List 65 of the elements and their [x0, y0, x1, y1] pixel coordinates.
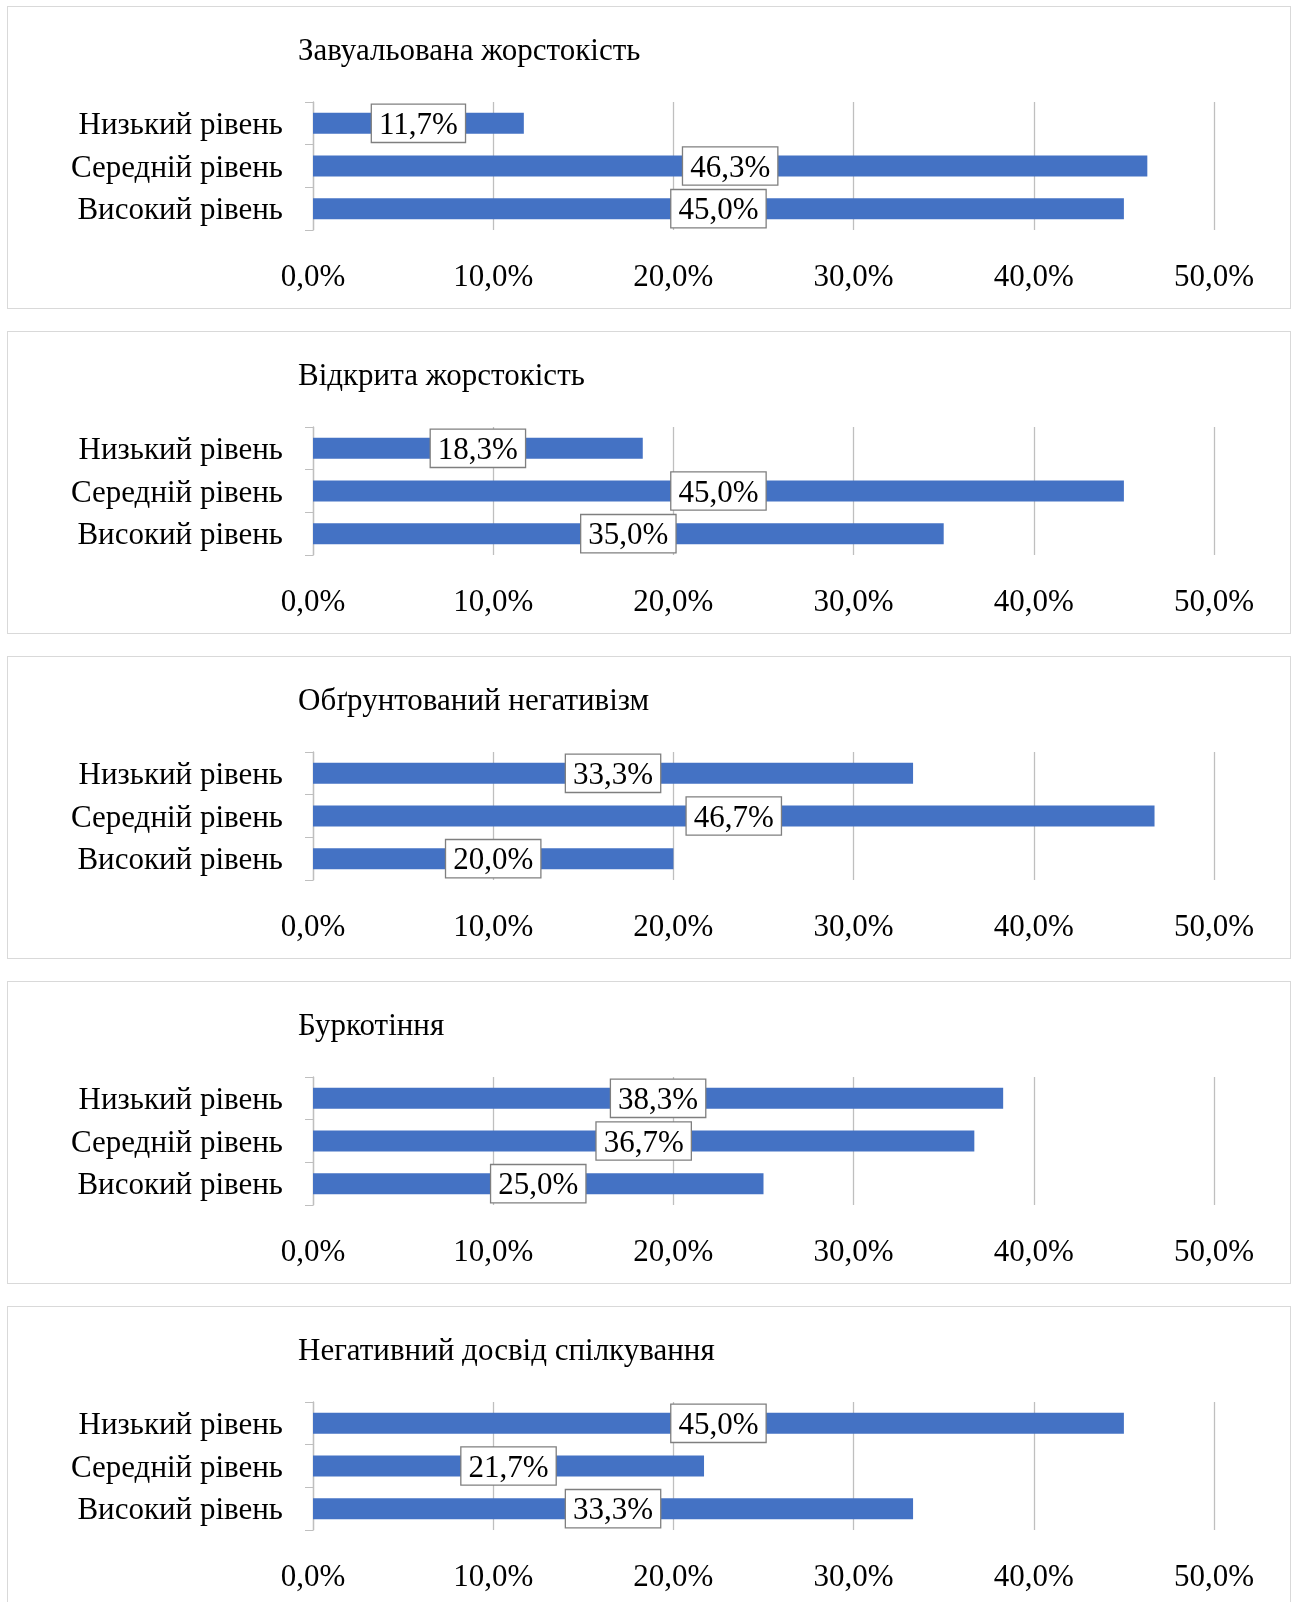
x-tick-label: 20,0% [633, 583, 714, 618]
y-tick-label: Низький рівень [78, 105, 283, 141]
x-tick-label: 40,0% [993, 1233, 1074, 1268]
y-tick-label: Середній рівень [70, 1123, 283, 1159]
data-label: 46,3% [690, 148, 771, 184]
y-tick-label: Низький рівень [78, 755, 283, 791]
data-label: 38,3% [618, 1080, 699, 1116]
data-label: 36,7% [603, 1123, 684, 1159]
y-tick-label: Високий рівень [77, 191, 283, 227]
chart-title: Відкрита жорстокість [298, 357, 585, 392]
x-tick-label: 40,0% [993, 1558, 1074, 1593]
y-tick-label: Середній рівень [70, 798, 283, 834]
x-tick-label: 0,0% [280, 583, 346, 618]
chart-title: Обґрунтований негативізм [298, 682, 650, 717]
y-tick-label: Середній рівень [70, 1448, 283, 1484]
x-tick-label: 20,0% [633, 908, 714, 943]
data-label: 46,7% [693, 798, 774, 834]
x-tick-label: 0,0% [280, 258, 346, 293]
data-label: 21,7% [468, 1448, 549, 1484]
x-tick-label: 10,0% [453, 258, 534, 293]
y-tick-label: Низький рівень [78, 430, 283, 466]
x-tick-label: 30,0% [813, 583, 894, 618]
x-tick-label: 0,0% [280, 1233, 346, 1268]
data-label: 45,0% [678, 1405, 759, 1441]
x-tick-label: 30,0% [813, 1558, 894, 1593]
x-tick-label: 50,0% [1173, 258, 1255, 293]
y-tick-label: Високий рівень [77, 1491, 283, 1527]
data-label: 35,0% [588, 516, 669, 552]
x-tick-label: 50,0% [1173, 583, 1255, 618]
x-tick-label: 0,0% [280, 908, 346, 943]
x-tick-label: 30,0% [813, 258, 894, 293]
data-label: 25,0% [498, 1166, 579, 1202]
x-tick-label: 20,0% [633, 258, 714, 293]
y-tick-label: Середній рівень [70, 148, 283, 184]
x-tick-label: 10,0% [453, 583, 534, 618]
x-tick-label: 40,0% [993, 258, 1074, 293]
x-tick-label: 20,0% [633, 1233, 714, 1268]
x-tick-label: 10,0% [453, 1233, 534, 1268]
y-tick-label: Високий рівень [77, 516, 283, 552]
x-tick-label: 30,0% [813, 908, 894, 943]
data-label: 45,0% [678, 191, 759, 227]
x-tick-label: 40,0% [993, 583, 1074, 618]
x-tick-label: 50,0% [1173, 1558, 1255, 1593]
data-label: 18,3% [437, 430, 518, 466]
data-label: 45,0% [678, 473, 759, 509]
x-tick-label: 20,0% [633, 1558, 714, 1593]
data-label: 20,0% [453, 841, 534, 877]
x-tick-label: 30,0% [813, 1233, 894, 1268]
data-label: 33,3% [572, 755, 654, 791]
y-tick-label: Високий рівень [77, 1166, 283, 1202]
x-tick-label: 0,0% [280, 1558, 346, 1593]
y-tick-label: Високий рівень [77, 841, 283, 877]
y-tick-label: Середній рівень [70, 473, 283, 509]
data-label: 33,3% [572, 1491, 654, 1527]
chart-title: Буркотіння [298, 1007, 445, 1042]
x-tick-label: 50,0% [1173, 908, 1255, 943]
y-tick-label: Низький рівень [78, 1405, 283, 1441]
x-tick-label: 50,0% [1173, 1233, 1255, 1268]
chart-title: Завуальована жорстокість [298, 32, 641, 67]
chart-title: Негативний досвід спілкування [298, 1332, 715, 1367]
x-tick-label: 10,0% [453, 908, 534, 943]
x-tick-label: 40,0% [993, 908, 1074, 943]
data-label: 11,7% [378, 105, 458, 141]
x-tick-label: 10,0% [453, 1558, 534, 1593]
y-tick-label: Низький рівень [78, 1080, 283, 1116]
